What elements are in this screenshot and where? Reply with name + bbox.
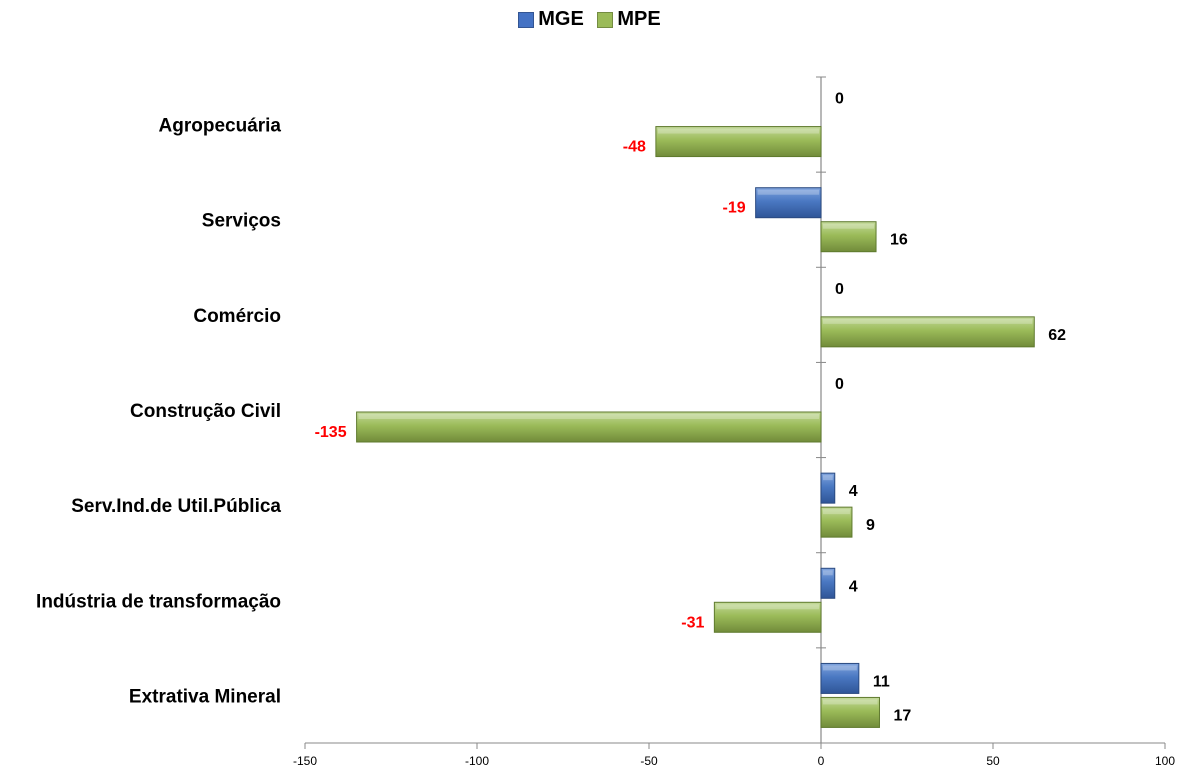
legend-swatch-mpe (597, 11, 614, 28)
data-label-mpe: 16 (890, 232, 908, 249)
x-tick-label: -50 (640, 754, 658, 768)
category-label: Serv.Ind.de Util.Pública (71, 496, 281, 517)
category-label: Indústria de transformação (36, 591, 281, 612)
data-label-mpe: -31 (681, 614, 704, 631)
data-label-mge: 4 (849, 578, 858, 595)
bar-highlight (716, 604, 819, 610)
bar-mpe (713, 601, 822, 633)
category-label: Extrativa Mineral (129, 686, 281, 707)
category-label: Agropecuária (159, 116, 282, 137)
bar-highlight (823, 699, 878, 705)
data-label-mpe: 62 (1048, 327, 1066, 344)
data-label-mge: 11 (873, 673, 890, 690)
data-label-mpe: 17 (893, 707, 911, 724)
category-label: Construção Civil (130, 401, 281, 422)
bar-highlight (823, 475, 833, 481)
x-tick-label: -100 (465, 754, 489, 768)
x-tick-label: 50 (986, 754, 1000, 768)
bar-mpe (356, 411, 822, 443)
bar-mpe (820, 696, 880, 728)
legend-swatch-mge (518, 11, 535, 28)
category-label: Comércio (193, 306, 281, 327)
data-label-mpe: 9 (866, 517, 875, 534)
bar-mpe (820, 316, 1035, 348)
data-label-mge: 0 (835, 91, 844, 108)
data-label-mge: 0 (835, 376, 844, 393)
x-tick-label: -150 (293, 754, 317, 768)
legend-label-mpe: MPE (617, 8, 661, 30)
bar-mpe (820, 221, 877, 253)
category-label: Serviços (202, 211, 281, 232)
data-label-mpe: -135 (315, 424, 347, 441)
bar-mge (820, 567, 836, 599)
x-tick-label: 0 (818, 754, 825, 768)
bar-highlight (823, 665, 857, 671)
bar-mge (820, 472, 836, 504)
bar-highlight (823, 509, 850, 515)
bar-mge (820, 662, 860, 694)
bar-mpe (820, 506, 853, 538)
legend: MGE MPE (0, 8, 1179, 34)
legend-item-mpe: MPE (597, 8, 661, 31)
bar-highlight (823, 318, 1033, 324)
legend-label-mge: MGE (538, 8, 584, 30)
bar-highlight (657, 128, 819, 134)
data-label-mpe: -48 (623, 139, 646, 156)
bar-highlight (757, 189, 819, 195)
bar-mpe (655, 126, 822, 158)
data-label-mge: 4 (849, 483, 858, 500)
x-tick-label: 100 (1155, 754, 1175, 768)
data-label-mge: -19 (723, 200, 746, 217)
bar-highlight (823, 570, 833, 576)
bar-highlight (823, 223, 875, 229)
legend-item-mge: MGE (518, 8, 584, 31)
bar-highlight (358, 414, 819, 419)
bar-mge (755, 187, 822, 219)
data-label-mge: 0 (835, 281, 844, 298)
